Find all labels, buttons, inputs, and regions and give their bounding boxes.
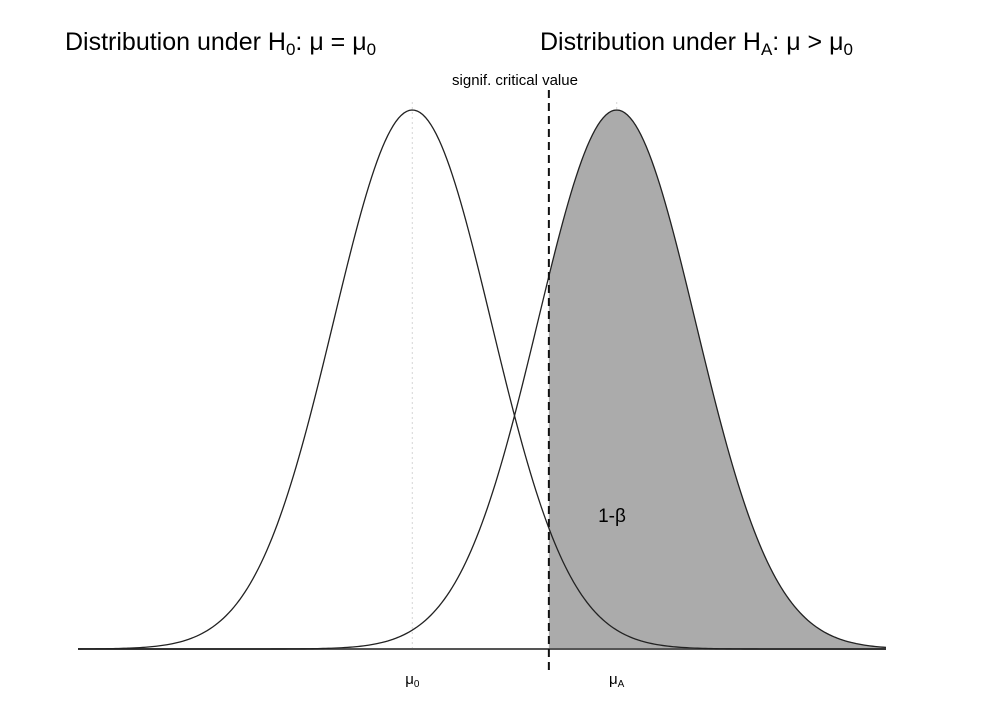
power-shaded-area (548, 110, 886, 649)
tick-label-mu0: μ0 (405, 671, 420, 690)
power-label: 1-β (598, 506, 626, 527)
critical-value-label: signif. critical value (452, 72, 578, 89)
title-ha: Distribution under HA: μ > μ0 (540, 28, 853, 59)
h0-density-curve (77, 109, 886, 650)
tick-label-muA: μA (609, 671, 625, 690)
ha-density-curve (78, 109, 887, 650)
title-h0: Distribution under H0: μ = μ0 (65, 28, 376, 59)
